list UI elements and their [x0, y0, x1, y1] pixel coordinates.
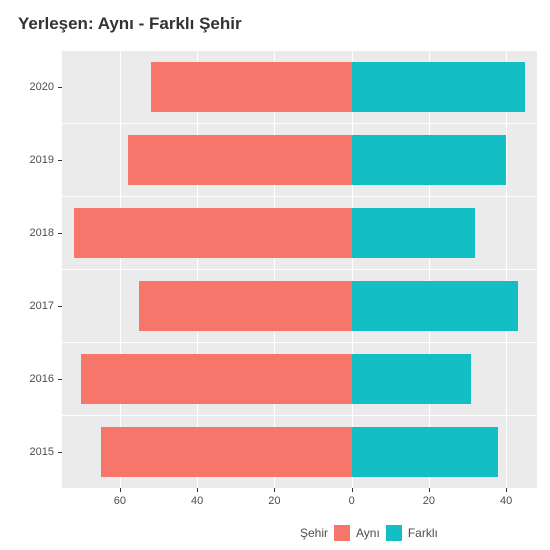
legend-swatch	[334, 525, 350, 541]
grid-line	[62, 123, 537, 124]
bar-aynı	[74, 208, 352, 258]
y-tick-mark	[58, 160, 62, 161]
bar-farklı	[352, 354, 472, 404]
x-tick-mark	[274, 488, 275, 492]
x-tick-label: 0	[349, 495, 355, 507]
x-tick-mark	[197, 488, 198, 492]
bar-farklı	[352, 208, 476, 258]
x-tick-label: 40	[191, 495, 203, 507]
legend-swatch	[386, 525, 402, 541]
plot-area	[62, 50, 537, 488]
grid-line	[62, 488, 537, 489]
bar-farklı	[352, 62, 526, 112]
y-tick-mark	[58, 233, 62, 234]
grid-line	[62, 196, 537, 197]
bar-aynı	[128, 135, 352, 185]
legend-label: Farklı	[408, 526, 438, 540]
y-tick-mark	[58, 306, 62, 307]
bar-aynı	[81, 354, 351, 404]
bar-farklı	[352, 281, 518, 331]
bar-farklı	[352, 135, 506, 185]
legend-label: Aynı	[356, 526, 380, 540]
legend: Şehir Aynı Farklı	[300, 525, 438, 541]
y-tick-mark	[58, 379, 62, 380]
x-tick-mark	[506, 488, 507, 492]
x-tick-label: 20	[268, 495, 280, 507]
y-tick-mark	[58, 87, 62, 88]
x-tick-mark	[429, 488, 430, 492]
x-tick-label: 20	[423, 495, 435, 507]
x-tick-mark	[120, 488, 121, 492]
bar-aynı	[151, 62, 352, 112]
y-tick-label: 2019	[20, 154, 54, 166]
y-tick-mark	[58, 452, 62, 453]
grid-line	[62, 50, 537, 51]
x-tick-mark	[352, 488, 353, 492]
bar-farklı	[352, 427, 499, 477]
y-tick-label: 2015	[20, 446, 54, 458]
bar-aynı	[101, 427, 352, 477]
y-tick-label: 2018	[20, 227, 54, 239]
x-tick-label: 40	[500, 495, 512, 507]
bar-aynı	[139, 281, 351, 331]
y-tick-label: 2016	[20, 373, 54, 385]
grid-line	[62, 342, 537, 343]
x-tick-label: 60	[114, 495, 126, 507]
y-tick-label: 2017	[20, 300, 54, 312]
grid-line	[62, 269, 537, 270]
legend-title: Şehir	[300, 526, 328, 540]
chart-title: Yerleşen: Aynı - Farklı Şehir	[18, 14, 242, 34]
grid-line	[62, 415, 537, 416]
y-tick-label: 2020	[20, 81, 54, 93]
